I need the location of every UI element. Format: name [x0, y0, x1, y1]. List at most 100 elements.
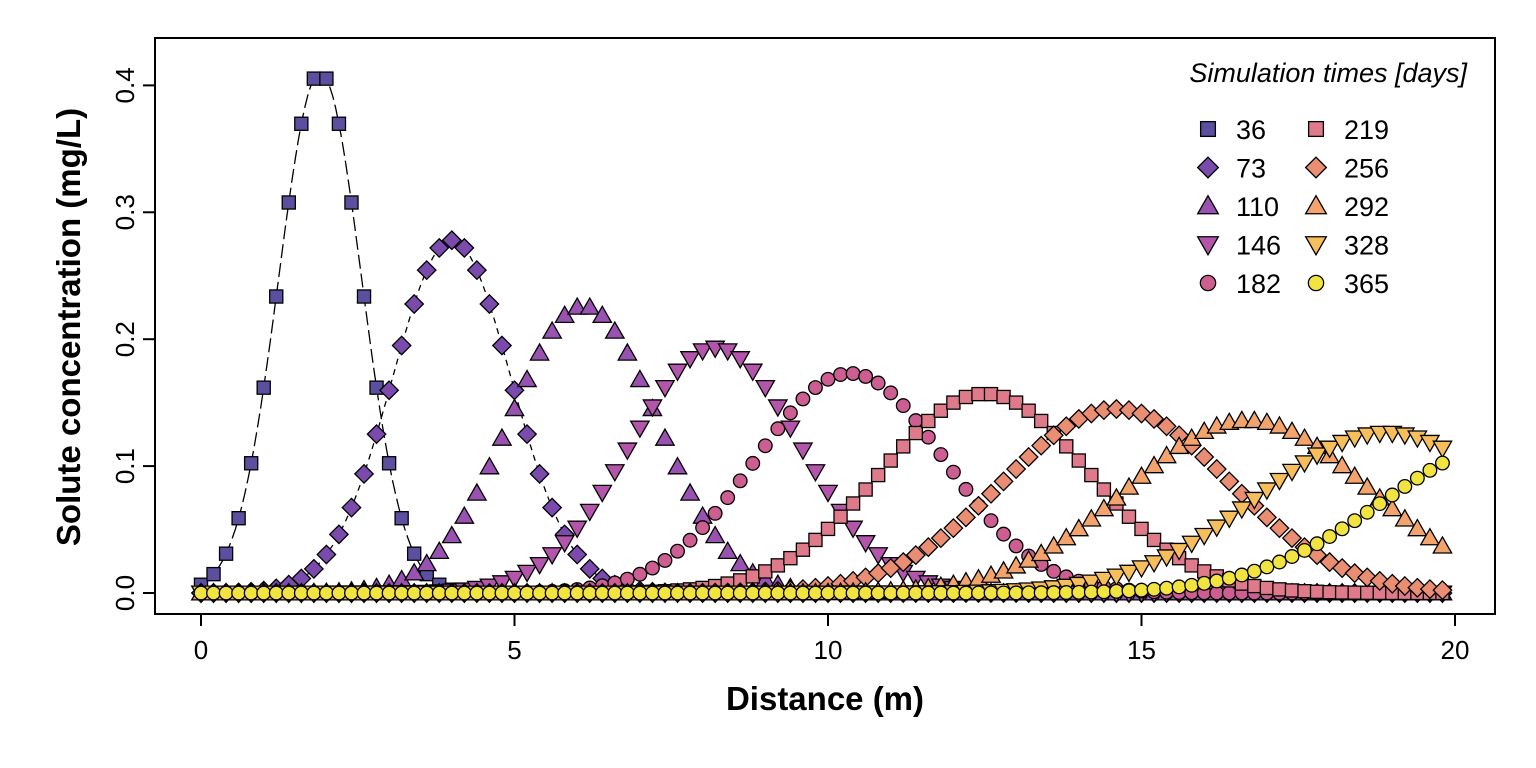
legend-label: 365	[1344, 269, 1389, 299]
data-point	[783, 550, 798, 566]
data-point	[1331, 434, 1353, 453]
data-point	[491, 427, 513, 446]
data-point	[1244, 410, 1265, 429]
data-point	[682, 532, 698, 548]
data-point	[908, 585, 924, 601]
data-point	[870, 585, 886, 601]
data-point	[1033, 413, 1049, 429]
data-point	[833, 585, 848, 601]
data-point	[566, 520, 588, 539]
data-point	[1309, 584, 1325, 599]
data-point	[983, 513, 999, 529]
data-point	[895, 585, 911, 601]
legend-label: 256	[1344, 154, 1389, 184]
data-point	[770, 421, 786, 437]
data-point	[1432, 580, 1453, 601]
data-point	[742, 363, 764, 382]
data-point	[695, 585, 711, 601]
data-point	[1322, 584, 1337, 600]
data-point	[1005, 458, 1027, 480]
y-tick-label: 0.3	[110, 194, 140, 230]
data-point	[456, 585, 472, 601]
data-point	[1369, 425, 1391, 444]
data-point	[1143, 455, 1165, 474]
data-point	[632, 585, 648, 601]
data-point	[1256, 482, 1278, 501]
data-point	[707, 505, 723, 521]
data-point	[958, 389, 974, 405]
data-point	[817, 484, 839, 503]
data-point	[1356, 476, 1378, 495]
data-point	[1033, 585, 1049, 601]
data-point	[1131, 465, 1152, 484]
data-point	[858, 482, 873, 497]
data-point	[1272, 582, 1287, 597]
data-point	[303, 558, 324, 579]
data-point	[757, 438, 773, 454]
data-point	[758, 564, 773, 579]
data-point	[479, 456, 500, 475]
data-point	[1269, 415, 1290, 434]
data-point	[1193, 527, 1215, 546]
data-point	[491, 335, 513, 356]
data-point	[594, 585, 610, 601]
data-point	[1435, 455, 1450, 471]
data-point	[1134, 521, 1149, 537]
data-point	[1269, 472, 1290, 491]
points-layer	[190, 71, 1453, 604]
data-point	[454, 505, 475, 524]
data-point	[1256, 507, 1278, 528]
legend-marker	[1304, 236, 1328, 257]
data-point	[808, 585, 823, 601]
data-point	[416, 553, 438, 572]
data-point	[632, 566, 648, 582]
data-point	[845, 366, 861, 382]
data-point	[504, 570, 525, 589]
data-point	[557, 585, 573, 601]
data-point	[206, 585, 221, 601]
x-tick-label: 5	[507, 635, 521, 665]
y-tick-label: 0.2	[110, 321, 140, 357]
legend-label: 219	[1344, 115, 1389, 145]
data-point	[419, 585, 435, 601]
data-point	[1432, 440, 1453, 459]
data-point	[366, 424, 387, 445]
data-point	[870, 467, 886, 483]
data-point	[1196, 575, 1212, 591]
data-point	[193, 585, 209, 601]
data-point	[629, 369, 651, 388]
data-point	[617, 342, 638, 361]
data-point	[1106, 487, 1127, 506]
data-point	[1347, 585, 1362, 600]
data-point	[1168, 542, 1190, 561]
data-point	[1184, 577, 1200, 593]
data-point	[770, 558, 786, 573]
data-point	[858, 368, 874, 384]
data-point	[1219, 471, 1240, 492]
data-point	[243, 585, 259, 601]
data-point	[968, 495, 989, 516]
data-point	[356, 585, 372, 601]
data-point	[1297, 584, 1312, 599]
data-point	[1309, 536, 1325, 552]
data-point	[933, 585, 949, 601]
data-point	[1347, 513, 1363, 529]
data-point	[281, 585, 297, 601]
data-point	[745, 455, 761, 471]
data-point	[1194, 446, 1215, 468]
data-point	[980, 483, 1002, 504]
data-point	[231, 585, 247, 601]
data-point	[1360, 585, 1375, 600]
data-point	[996, 526, 1012, 542]
data-point	[431, 585, 447, 601]
data-point	[331, 585, 347, 601]
data-point	[996, 585, 1012, 601]
data-point	[541, 320, 563, 339]
data-point	[1394, 508, 1416, 527]
legend-marker	[1304, 194, 1328, 215]
data-point	[1246, 563, 1262, 579]
data-point	[1259, 580, 1275, 596]
data-point	[946, 395, 961, 410]
data-point	[1046, 563, 1062, 579]
data-point	[930, 528, 951, 549]
